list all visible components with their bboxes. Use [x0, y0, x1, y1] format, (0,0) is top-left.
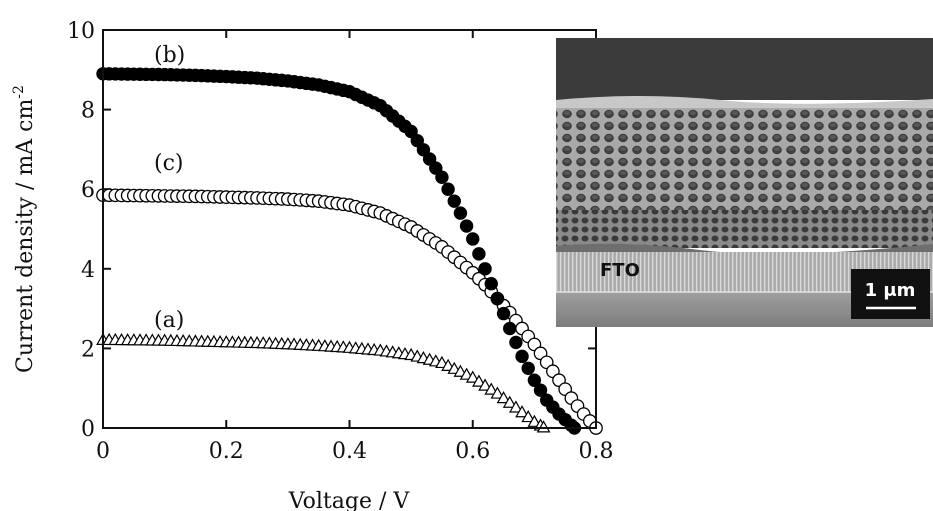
data-point [410, 133, 424, 148]
x-tick-labels: 0 0.2 0.4 0.6 0.8 [96, 439, 614, 464]
sem-vacuum-region [556, 38, 933, 100]
y-tick-labels: 0 2 4 6 8 10 [67, 19, 95, 442]
data-point [416, 143, 431, 157]
data-point [459, 219, 474, 233]
y-tick-label: 4 [81, 258, 95, 283]
data-point [503, 321, 517, 336]
sem-film-top-edge [556, 96, 933, 110]
y-axis-title-superscript: -2 [11, 85, 27, 99]
data-point [490, 386, 505, 399]
scale-bar-label: 1 μm [865, 280, 916, 301]
x-tick-label: 0.2 [209, 439, 244, 464]
data-point [521, 361, 535, 375]
series-a [96, 332, 551, 433]
sem-film-interface [556, 243, 933, 254]
data-point [496, 306, 511, 321]
data-point [515, 349, 529, 364]
data-point [466, 232, 480, 246]
data-point [478, 262, 492, 276]
x-axis-title: Voltage / V [288, 489, 411, 511]
data-point [441, 182, 455, 196]
y-axis-title: Current density / mA cm-2 [11, 85, 38, 373]
data-point [515, 405, 529, 418]
data-point [429, 161, 443, 175]
x-tick-label: 0.8 [579, 439, 614, 464]
data-point [536, 420, 551, 433]
data-point [509, 400, 523, 413]
y-tick-label: 0 [81, 417, 95, 442]
y-tick-label: 6 [81, 178, 95, 203]
data-point [502, 395, 517, 408]
data-point [484, 382, 499, 395]
data-point [484, 277, 498, 291]
data-point [465, 370, 480, 383]
jv-chart: 0 0.2 0.4 0.6 0.8 0 2 4 6 8 10 (b) (c) (a) Voltag… [11, 19, 614, 511]
data-point [472, 374, 486, 387]
series-label-a: (a) [154, 308, 184, 333]
data-point [490, 291, 505, 306]
series-c [96, 188, 603, 435]
data-point [422, 152, 437, 166]
sem-porous-film-lower [556, 210, 933, 248]
sem-porous-film [556, 108, 933, 220]
data-point [478, 378, 492, 391]
data-point [509, 335, 523, 350]
data-point [435, 170, 449, 184]
y-tick-label: 10 [67, 19, 95, 44]
data-point [527, 373, 542, 387]
data-point [533, 383, 548, 397]
x-tick-label: 0 [96, 439, 110, 464]
scale-bar-box [851, 269, 930, 319]
fto-layer-label: FTO [600, 260, 640, 281]
y-axis-title-main: Current density / mA cm [13, 99, 38, 373]
x-tick-label: 0.6 [455, 439, 490, 464]
data-point [527, 414, 542, 427]
series-label-b: (b) [154, 43, 185, 68]
series-label-c: (c) [154, 151, 184, 176]
data-point [453, 206, 468, 220]
data-point [472, 247, 486, 261]
series-b [96, 67, 582, 435]
data-point [521, 409, 536, 423]
data-point [404, 124, 418, 139]
y-tick-label: 8 [81, 99, 95, 124]
y-tick-label: 2 [81, 337, 95, 362]
x-tick-label: 0.4 [332, 439, 367, 464]
sem-inset: FTO 1 μm [556, 38, 933, 327]
series-layer [96, 67, 603, 435]
data-point [496, 391, 511, 404]
data-point [447, 194, 461, 208]
